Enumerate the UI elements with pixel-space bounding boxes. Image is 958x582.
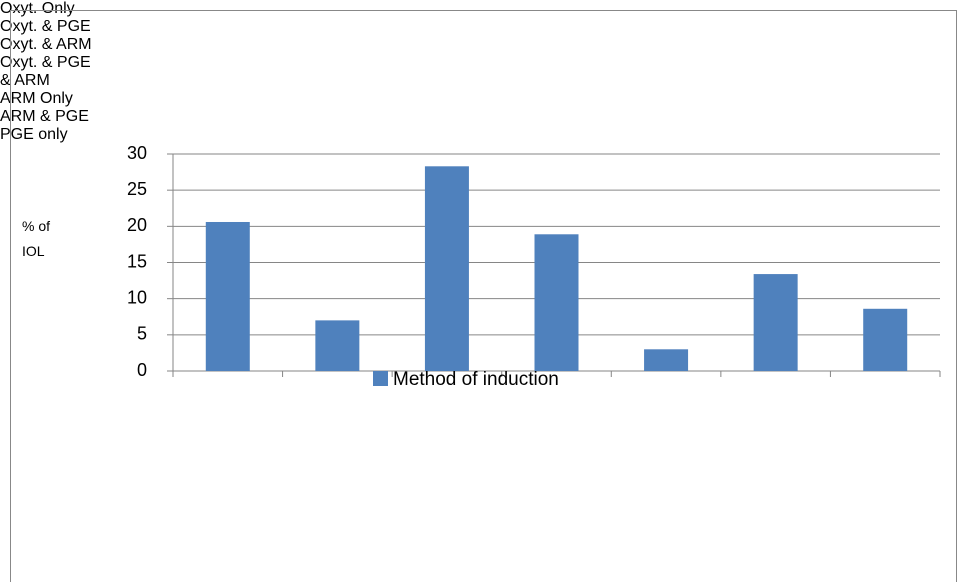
y-tick-label: 5 (137, 324, 147, 344)
x-tick-label: ARM Only (0, 90, 73, 107)
bar (315, 320, 360, 371)
bar (644, 349, 689, 371)
x-tick-label: Oxyt. Only (0, 0, 75, 17)
y-tick-label: 10 (127, 287, 147, 307)
x-tick-label: Oxyt. & PGE & ARM (0, 54, 91, 89)
bar (534, 234, 579, 371)
x-tick-label: Oxyt. & ARM (0, 36, 92, 53)
bar (863, 308, 908, 371)
y-tick-label: 15 (127, 251, 147, 271)
bar (424, 166, 469, 371)
x-tick-label: ARM & PGE (0, 108, 89, 125)
bar (753, 274, 798, 371)
bar (205, 221, 250, 371)
y-tick-label: 20 (127, 215, 147, 235)
y-tick-label: 25 (127, 179, 147, 199)
x-tick-label: PGE only (0, 126, 68, 143)
y-tick-label: 0 (137, 360, 147, 380)
legend-label: Method of induction (393, 369, 559, 390)
x-tick-label: Oxyt. & PGE (0, 18, 91, 35)
y-axis-label: % of IOL (22, 218, 51, 259)
chart-border (10, 10, 957, 582)
y-tick-label: 30 (127, 143, 147, 163)
legend-swatch (373, 371, 388, 386)
